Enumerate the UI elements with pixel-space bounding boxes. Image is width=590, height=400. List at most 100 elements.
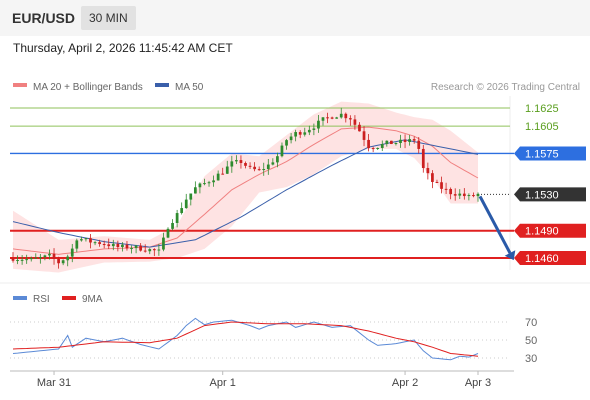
candle: [125, 240, 129, 251]
candle: [412, 136, 416, 144]
projection-arrow-shaft: [478, 195, 512, 254]
candle: [303, 127, 307, 137]
candle-body: [294, 132, 298, 137]
candle: [221, 167, 225, 175]
candle-body: [367, 139, 370, 149]
level-tag-bg: [514, 187, 586, 202]
candle: [449, 187, 453, 200]
candle: [467, 193, 471, 201]
candle-body: [280, 145, 284, 157]
rsi-ma-line: [12, 321, 479, 357]
candle: [93, 241, 97, 246]
candle-body: [93, 242, 97, 244]
candle-body: [125, 244, 129, 249]
instrument-title: EUR/USD: [12, 10, 76, 26]
candle-body: [157, 249, 161, 251]
candle: [435, 179, 439, 183]
candle: [175, 209, 179, 228]
projection-arrow-head: [504, 250, 516, 261]
candle-body: [403, 139, 407, 142]
research-credit: Research © 2026 Trading Central: [431, 82, 580, 93]
candle: [134, 244, 138, 254]
time-tick-label: Apr 2: [392, 377, 418, 389]
candle-body: [89, 238, 92, 243]
candle: [207, 180, 211, 187]
candle: [312, 123, 316, 136]
candle: [458, 189, 462, 200]
candle-body: [48, 253, 51, 256]
candle: [339, 107, 343, 119]
ma50-legend-label: MA 50: [175, 82, 204, 93]
level-tag-bg: [514, 223, 586, 238]
candle-body: [462, 193, 466, 197]
candle: [348, 115, 352, 126]
candle-body: [43, 255, 47, 257]
candle: [66, 254, 70, 267]
candle-body: [399, 139, 402, 144]
candle-body: [198, 183, 202, 188]
candle-body: [52, 253, 56, 259]
candle: [285, 139, 288, 150]
candle-body: [257, 169, 261, 171]
candle: [198, 182, 202, 194]
chart-header: EUR/USD 30 MIN: [0, 0, 590, 36]
candle: [152, 248, 156, 257]
candle-body: [271, 162, 275, 165]
candle-body: [143, 250, 147, 252]
rsi-tick-label: 50: [525, 335, 537, 347]
candle-body: [38, 256, 42, 258]
timeframe-badge[interactable]: 30 MIN: [81, 6, 136, 30]
ma20-legend-swatch: [13, 83, 27, 87]
candle-body: [380, 144, 384, 148]
candle-body: [11, 258, 15, 261]
candle-body: [57, 258, 60, 264]
candle-body: [476, 193, 480, 197]
candle-body: [116, 243, 120, 248]
candle-body: [371, 148, 375, 150]
candle-body: [16, 260, 19, 262]
candle: [330, 116, 334, 120]
candle: [70, 243, 74, 263]
candle: [184, 193, 188, 209]
candle: [353, 115, 357, 130]
ma50-legend-swatch: [155, 83, 169, 87]
candle-body: [248, 165, 252, 167]
candle: [472, 192, 475, 198]
candle-body: [330, 117, 334, 119]
candle: [89, 233, 92, 249]
candle-body: [353, 119, 357, 125]
candle: [225, 160, 229, 174]
candle-body: [253, 166, 256, 170]
candle: [107, 238, 111, 250]
candle-body: [276, 156, 279, 163]
candle: [280, 142, 284, 158]
candle-body: [25, 259, 29, 261]
candle: [180, 202, 184, 215]
candle: [116, 240, 120, 252]
candle: [317, 114, 320, 133]
candle-body: [321, 117, 325, 121]
candle-body: [162, 237, 165, 250]
candle: [266, 159, 270, 175]
candle: [230, 155, 234, 173]
candle-body: [348, 118, 352, 120]
candle: [212, 175, 215, 187]
candle: [102, 240, 106, 249]
candle-body: [20, 259, 24, 261]
rsi-tick-label: 30: [525, 353, 537, 365]
candle: [408, 134, 411, 146]
candle: [20, 255, 24, 265]
candle: [216, 170, 220, 181]
candle-body: [70, 248, 74, 257]
candle: [453, 188, 457, 201]
candle: [239, 155, 243, 169]
candle: [271, 158, 275, 166]
candle-body: [171, 222, 174, 229]
candle-body: [184, 199, 188, 209]
candle-body: [266, 164, 270, 170]
candle: [157, 243, 161, 256]
candle-body: [111, 243, 115, 247]
candle: [193, 181, 197, 194]
ma20-line: [12, 126, 479, 255]
candle-body: [453, 194, 457, 196]
